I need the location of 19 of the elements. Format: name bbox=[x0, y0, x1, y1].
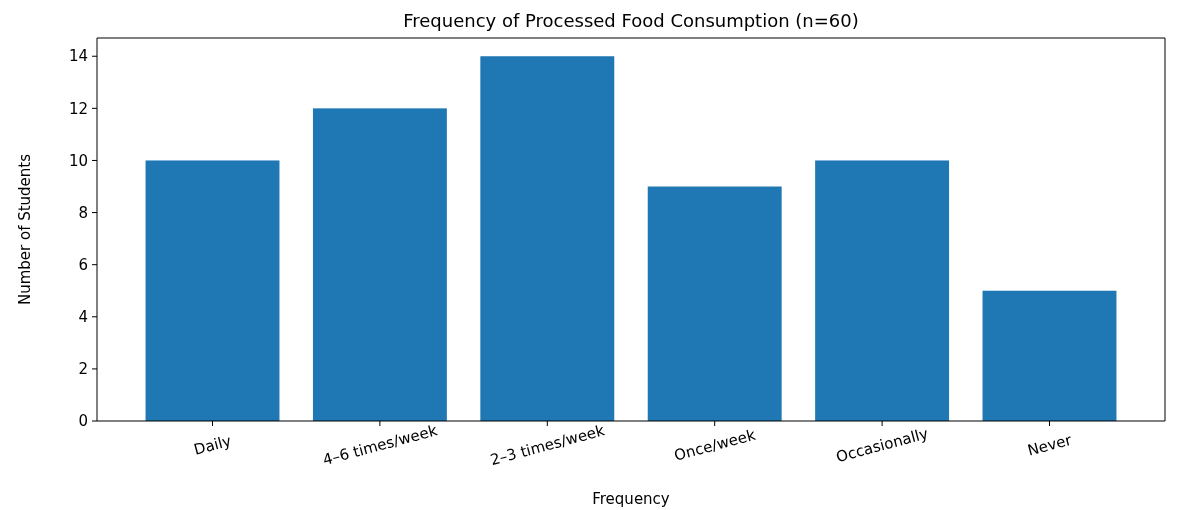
bar bbox=[145, 160, 280, 421]
y-tick-label: 4 bbox=[78, 308, 88, 327]
x-tick-label: Never bbox=[1025, 430, 1075, 460]
y-tick-label: 10 bbox=[68, 151, 88, 170]
x-tick-label: Daily bbox=[191, 431, 234, 459]
y-tick-label: 6 bbox=[78, 255, 88, 274]
y-tick-label: 2 bbox=[78, 360, 88, 379]
y-tick-label: 12 bbox=[68, 99, 88, 118]
bar bbox=[480, 56, 615, 421]
y-tick-label: 8 bbox=[78, 203, 88, 222]
x-axis-title: Frequency bbox=[592, 490, 670, 508]
chart-title: Frequency of Processed Food Consumption (n=60) bbox=[403, 10, 859, 31]
bar bbox=[982, 290, 1117, 421]
bar bbox=[312, 108, 447, 421]
bar bbox=[815, 160, 950, 421]
y-tick-label: 14 bbox=[68, 47, 88, 66]
bar bbox=[647, 186, 782, 421]
y-tick-label: 0 bbox=[78, 412, 88, 431]
y-axis-title: Number of Students bbox=[16, 153, 34, 306]
